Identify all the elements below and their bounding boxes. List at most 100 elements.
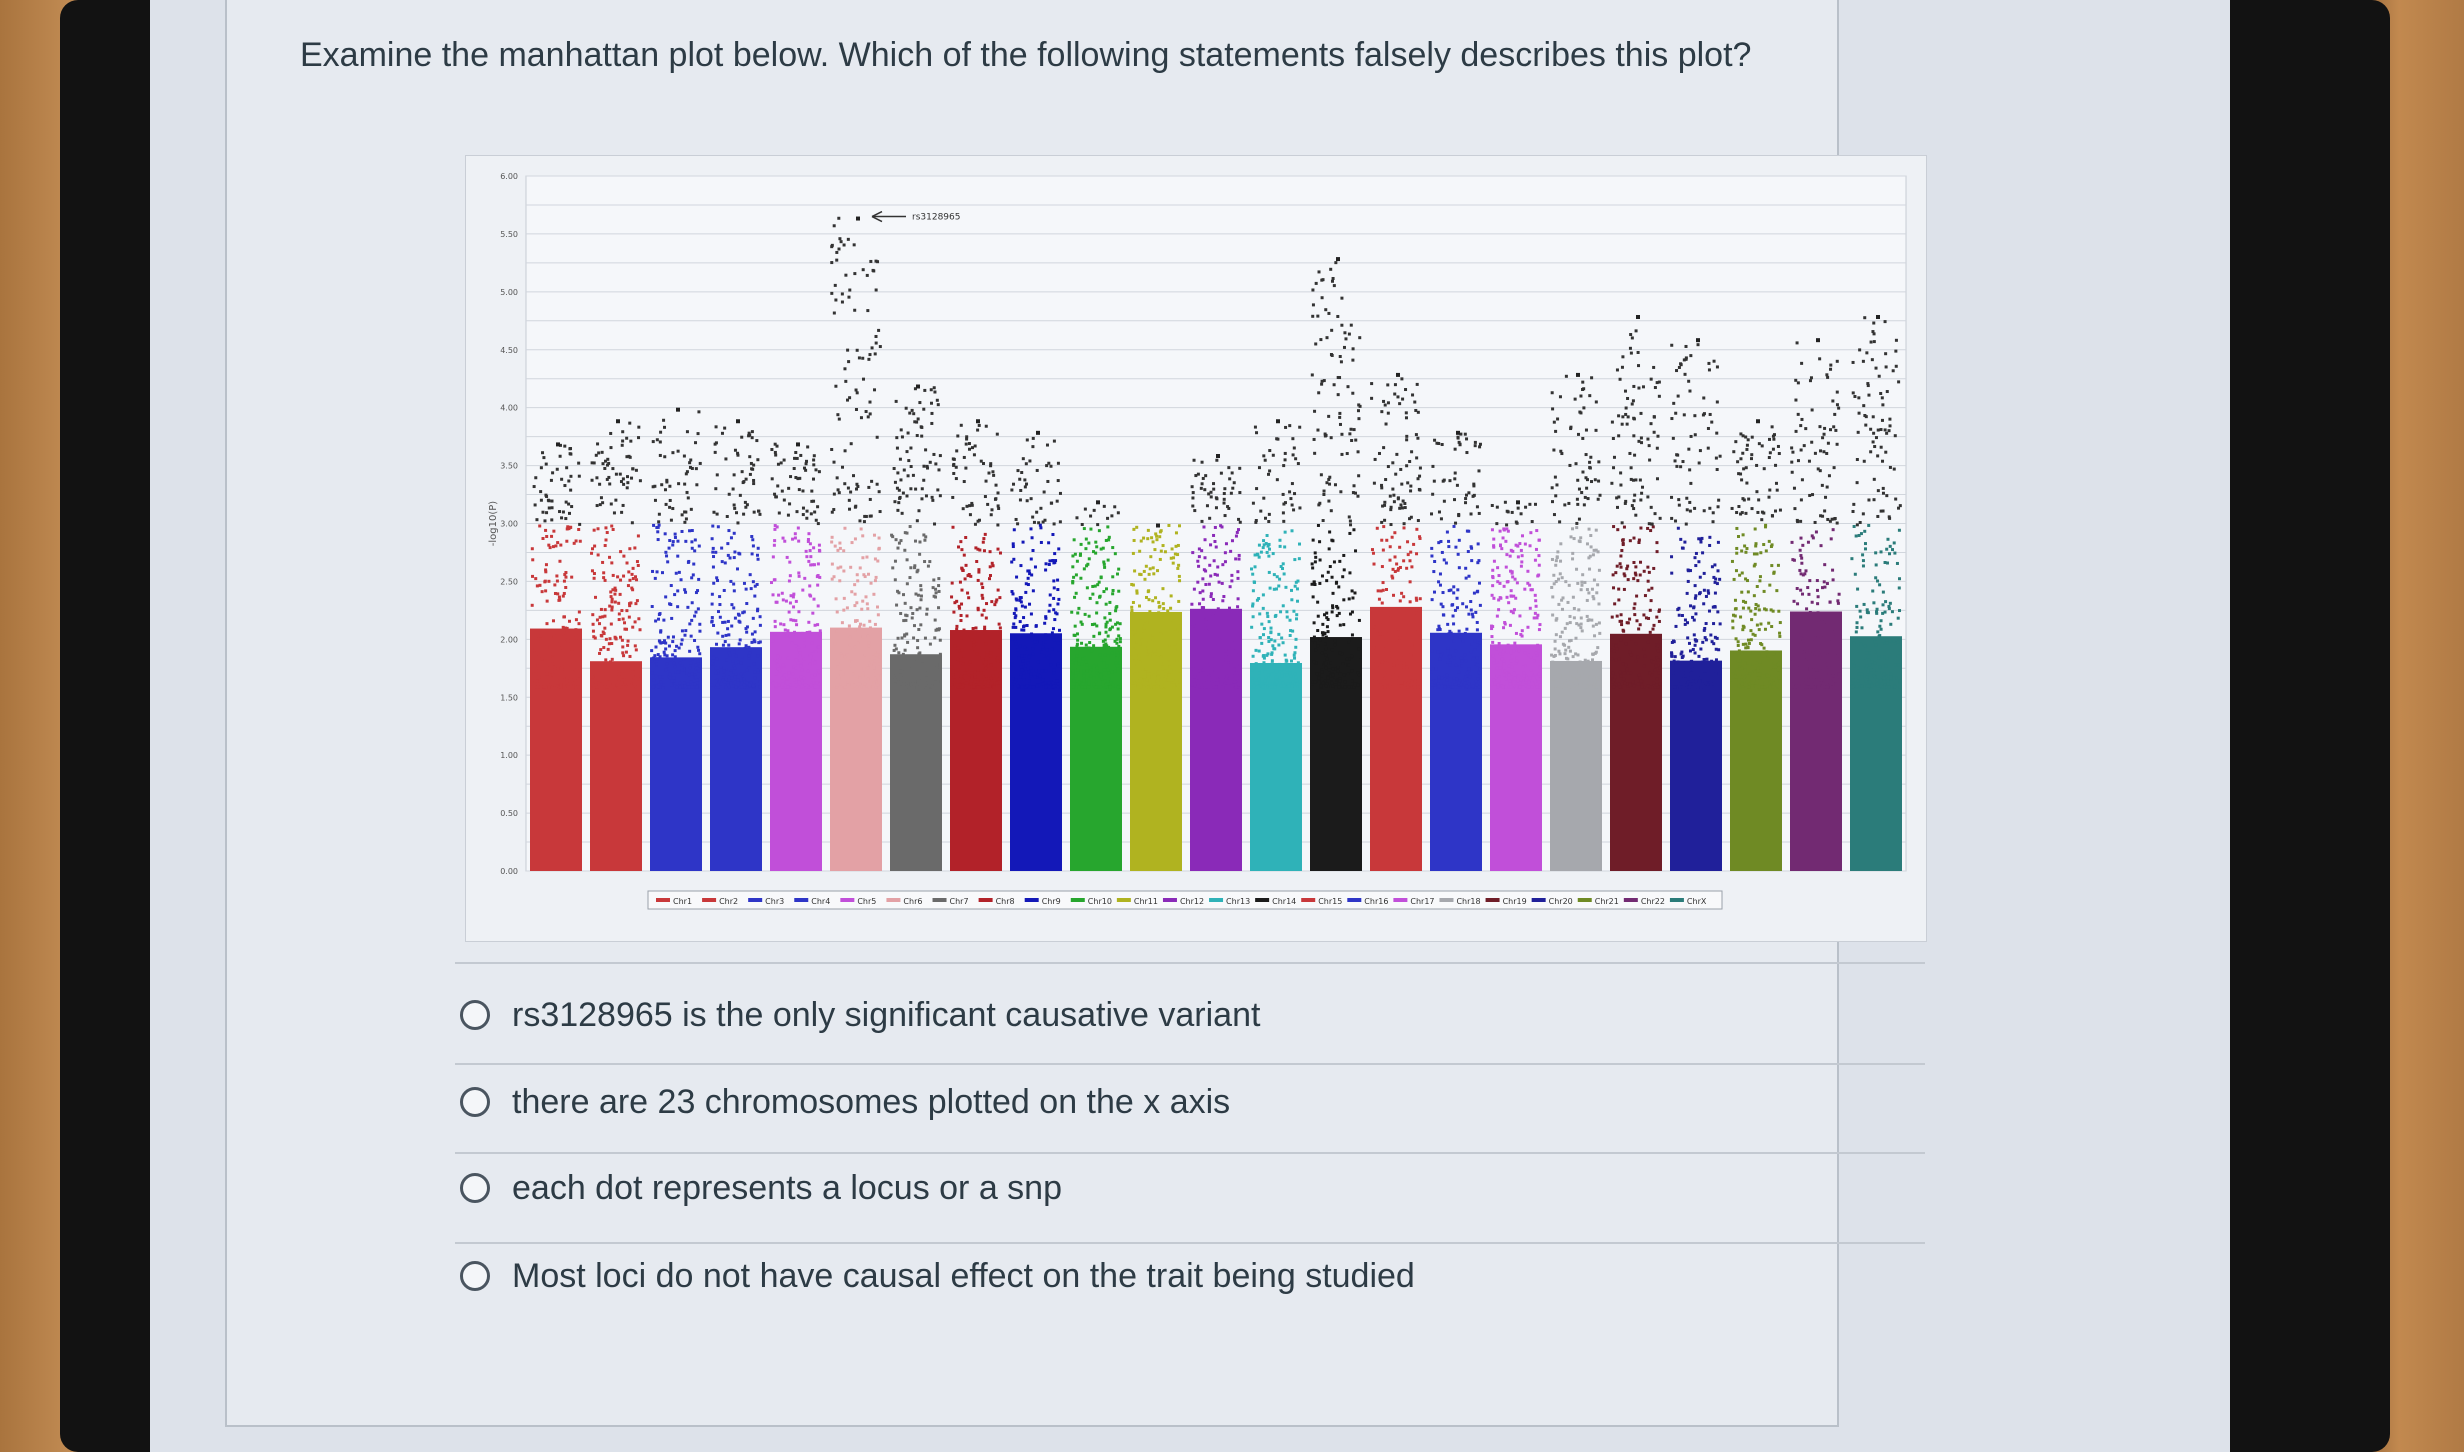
data-point xyxy=(723,620,727,624)
data-point xyxy=(744,587,748,591)
data-point xyxy=(610,600,614,604)
data-point xyxy=(565,626,569,630)
data-point xyxy=(1584,664,1588,668)
data-point xyxy=(980,613,984,617)
data-point xyxy=(741,674,745,678)
data-point xyxy=(867,644,871,648)
data-point xyxy=(1145,670,1149,674)
data-point xyxy=(1221,654,1225,658)
data-point xyxy=(1554,684,1558,688)
data-point xyxy=(841,465,845,469)
data-point xyxy=(1530,520,1534,524)
data-point xyxy=(919,594,923,598)
data-point xyxy=(676,670,680,674)
data-point xyxy=(1356,494,1360,498)
data-point xyxy=(659,641,663,645)
data-point xyxy=(726,553,730,557)
data-point xyxy=(1196,684,1200,688)
data-point xyxy=(1392,663,1396,667)
data-point xyxy=(634,602,638,606)
data-point xyxy=(1141,678,1145,682)
data-point xyxy=(1250,567,1254,571)
data-point xyxy=(638,628,642,632)
data-point xyxy=(1395,673,1399,677)
data-point xyxy=(805,459,809,463)
data-point xyxy=(1116,572,1120,576)
data-point xyxy=(1286,663,1290,667)
data-point xyxy=(970,685,974,689)
data-point xyxy=(1209,678,1213,682)
data-point xyxy=(611,528,615,532)
data-point xyxy=(1219,665,1223,669)
data-point xyxy=(1311,314,1315,318)
data-point xyxy=(773,527,777,531)
data-point xyxy=(1637,673,1641,677)
data-point xyxy=(750,430,754,434)
data-point xyxy=(1629,466,1633,470)
data-point xyxy=(1132,648,1136,652)
data-point xyxy=(1529,668,1533,672)
data-point xyxy=(1081,685,1085,689)
data-point xyxy=(680,529,684,533)
data-point xyxy=(1012,557,1016,561)
data-point xyxy=(1396,627,1400,631)
data-point xyxy=(975,652,979,656)
data-point xyxy=(650,659,654,663)
data-point xyxy=(671,543,675,547)
data-point xyxy=(1086,685,1090,689)
data-point xyxy=(1497,598,1501,602)
data-point xyxy=(634,685,638,689)
data-point xyxy=(918,552,922,556)
data-point xyxy=(1043,518,1047,522)
data-point xyxy=(744,505,748,509)
data-point xyxy=(638,479,642,483)
data-point xyxy=(668,539,672,543)
data-point xyxy=(896,683,900,687)
data-point xyxy=(1320,574,1324,578)
data-point xyxy=(1075,632,1079,636)
data-point xyxy=(799,675,803,679)
data-point xyxy=(1131,600,1135,604)
data-point xyxy=(1583,495,1587,499)
data-point xyxy=(1430,546,1434,550)
data-point xyxy=(890,665,894,669)
data-point xyxy=(749,587,753,591)
data-point xyxy=(1333,483,1337,487)
data-point xyxy=(601,462,605,466)
data-point xyxy=(973,680,977,684)
data-point xyxy=(802,676,806,680)
data-point xyxy=(926,665,930,669)
data-point xyxy=(1294,637,1298,641)
data-point xyxy=(967,442,971,446)
data-point xyxy=(1491,568,1495,572)
data-point xyxy=(1164,678,1168,682)
data-point xyxy=(1040,650,1044,654)
data-point xyxy=(1382,446,1386,450)
data-point xyxy=(747,656,751,660)
data-point xyxy=(1453,635,1457,639)
data-point xyxy=(731,659,735,663)
data-point xyxy=(797,648,801,652)
data-point xyxy=(606,685,610,689)
data-point xyxy=(830,261,834,265)
data-point xyxy=(911,611,915,615)
data-point xyxy=(1088,670,1092,674)
data-point xyxy=(1379,589,1383,593)
data-point xyxy=(1014,678,1018,682)
data-point xyxy=(1475,505,1479,509)
data-point xyxy=(538,583,542,587)
data-point xyxy=(1209,595,1213,599)
data-point xyxy=(1580,490,1584,494)
data-point xyxy=(1633,602,1637,606)
data-point xyxy=(781,598,785,602)
data-point xyxy=(1501,685,1505,689)
data-point xyxy=(562,635,566,639)
data-point xyxy=(927,684,931,688)
data-point xyxy=(816,522,820,526)
data-point xyxy=(571,681,575,685)
data-point xyxy=(1155,534,1159,538)
data-point xyxy=(877,490,881,494)
data-point xyxy=(996,547,1000,551)
data-point xyxy=(983,495,987,499)
data-point xyxy=(608,482,612,486)
